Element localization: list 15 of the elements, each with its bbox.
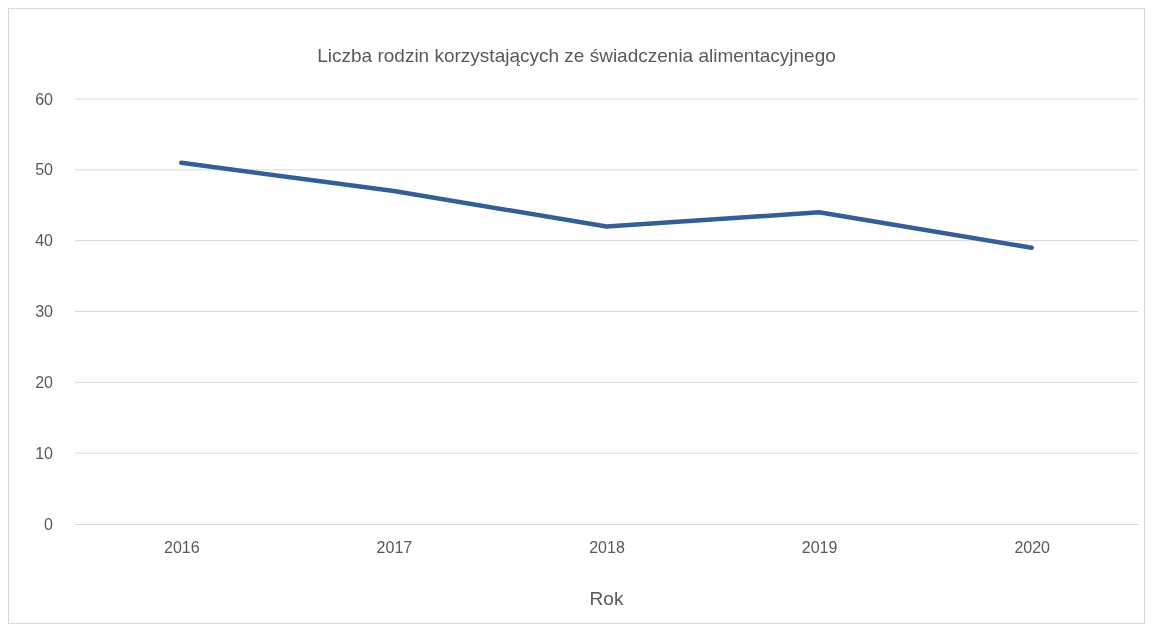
line-series xyxy=(179,160,1034,250)
y-tick-label: 60 xyxy=(35,90,54,108)
x-tick-label: 2019 xyxy=(801,539,838,557)
y-tick-label: 30 xyxy=(35,303,54,321)
x-tick-label: 2016 xyxy=(164,539,200,557)
y-tick-label: 0 xyxy=(44,515,54,533)
x-tick-label: 2020 xyxy=(1014,539,1051,557)
y-tick-label: 50 xyxy=(35,161,54,179)
y-tick-label: 40 xyxy=(35,232,54,250)
y-tick-label: 20 xyxy=(35,373,54,391)
y-tick-label: 10 xyxy=(35,444,54,462)
x-tick-label: 2018 xyxy=(589,539,625,557)
x-tick-label: 2017 xyxy=(376,539,413,557)
chart-title: Liczba rodzin korzystających ze świadczenia alimentacyjnego xyxy=(317,45,836,66)
x-axis-title: Rok xyxy=(589,588,624,609)
